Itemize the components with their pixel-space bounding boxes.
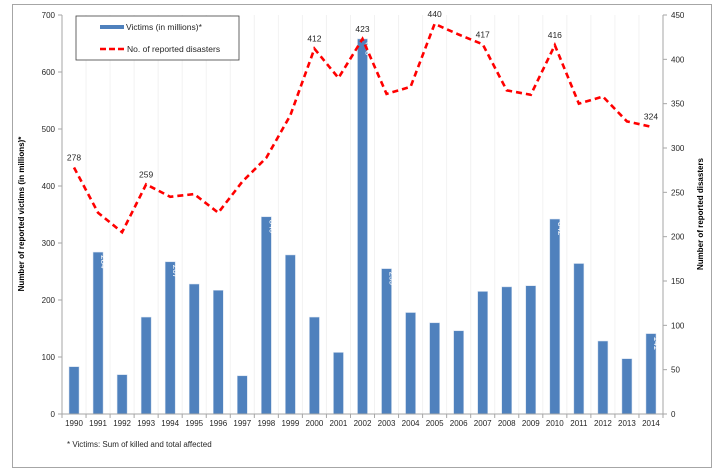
line-label-2002: 423 [355, 24, 369, 34]
line-label-2010: 416 [548, 30, 562, 40]
x-tick-label: 2010 [546, 419, 564, 428]
left-axis-ticks: 0 100 200 300 400 500 600 700 [42, 11, 62, 419]
right-tick-label: 450 [671, 11, 685, 20]
right-axis-title: Number of reported disasters [696, 157, 705, 270]
left-tick-label: 400 [42, 182, 56, 191]
x-tick-label: 1996 [209, 419, 227, 428]
left-tick-label: 500 [42, 125, 56, 134]
x-tick-label: 2011 [570, 419, 588, 428]
right-tick-label: 200 [671, 233, 685, 242]
right-tick-label: 400 [671, 55, 685, 64]
x-tick-label: 2001 [330, 419, 348, 428]
bar-1993 [140, 316, 152, 415]
bar-2012 [597, 340, 609, 415]
bar-1990 [68, 366, 80, 415]
bar-1991 [92, 251, 104, 415]
bar-series [68, 38, 657, 415]
left-axis-title: Number of reported victims (in millions)… [17, 136, 26, 292]
x-tick-label: 1992 [113, 419, 131, 428]
legend: Victims (in millions)* No. of reported d… [75, 15, 240, 61]
x-tick-label: 2007 [474, 419, 492, 428]
bar-2000 [309, 316, 320, 415]
bar-2001 [333, 352, 344, 415]
left-tick-label: 600 [42, 68, 56, 77]
x-tick-label: 2002 [354, 419, 372, 428]
x-tick-label: 2003 [378, 419, 396, 428]
bar-label-2003: 255 [388, 272, 397, 286]
bar-1995 [188, 283, 200, 415]
right-tick-label: 100 [671, 321, 685, 330]
bar-2011 [573, 263, 585, 415]
x-tick-label: 1998 [257, 419, 275, 428]
bar-2009 [525, 285, 537, 415]
line-label-1993: 259 [139, 169, 153, 179]
right-tick-label: 150 [671, 277, 685, 286]
bar-2006 [453, 330, 464, 415]
axes [61, 15, 664, 415]
bar-label-1994: 267 [171, 265, 180, 279]
x-tick-label: 2012 [594, 419, 612, 428]
bar-1997 [237, 375, 248, 415]
footnote: * Victims: Sum of killed and total affec… [67, 440, 212, 449]
left-tick-label: 700 [42, 11, 56, 20]
bar-1998 [261, 216, 272, 415]
legend-bar-swatch [100, 25, 124, 29]
legend-line-label: No. of reported disasters [127, 44, 220, 54]
right-tick-label: 350 [671, 100, 685, 109]
line-label-2014: 324 [644, 112, 658, 122]
x-tick-label: 1999 [281, 419, 299, 428]
line-data-labels: 278 259 412 423 440 417 416 324 [67, 9, 658, 179]
right-axis-ticks: 0 50 100 150 200 250 300 350 400 450 [663, 11, 685, 419]
x-tick-label: 1995 [185, 419, 203, 428]
left-tick-label: 300 [42, 239, 56, 248]
line-label-2000: 412 [307, 34, 321, 44]
x-tick-label: 2004 [402, 419, 420, 428]
bar-label-1998: 346 [267, 220, 276, 234]
bar-2003 [381, 268, 392, 415]
disasters-line [72, 22, 652, 235]
bar-2002 [357, 38, 368, 415]
x-tick-label: 2008 [498, 419, 516, 428]
x-tick-label: 2000 [306, 419, 324, 428]
line-label-2005: 440 [428, 9, 442, 19]
right-tick-label: 0 [671, 410, 676, 419]
right-tick-label: 250 [671, 188, 685, 197]
left-tick-label: 0 [51, 410, 56, 419]
bar-2013 [621, 358, 633, 415]
x-tick-label: 1991 [89, 419, 107, 428]
x-tick-label: 1990 [65, 419, 83, 428]
bar-label-1991: 284 [99, 255, 108, 269]
bar-1999 [285, 254, 296, 415]
x-tick-label: 2009 [522, 419, 540, 428]
x-tick-label: 1997 [233, 419, 251, 428]
bar-2008 [501, 286, 512, 415]
bar-2005 [429, 322, 440, 415]
legend-box [75, 15, 240, 61]
right-tick-label: 50 [671, 366, 680, 375]
vertical-gridlines [85, 15, 640, 414]
bar-label-2014: 141 [652, 337, 661, 351]
bar-1994 [164, 261, 176, 415]
bar-1992 [116, 374, 128, 415]
chart-frame [12, 4, 712, 468]
bar-2007 [477, 291, 488, 415]
x-tick-label: 2014 [642, 419, 660, 428]
bar-label-2010: 342 [556, 222, 565, 236]
left-tick-label: 200 [42, 296, 56, 305]
legend-bar-label: Victims (in millions)* [126, 22, 203, 32]
bar-2010 [549, 218, 561, 415]
bar-2004 [405, 312, 416, 415]
x-axis-ticks: 1990 1991 1992 1993 1994 1995 1996 1997 1998 1999… [61, 414, 664, 428]
x-tick-label: 1993 [137, 419, 155, 428]
left-tick-label: 100 [42, 353, 56, 362]
x-tick-label: 2006 [450, 419, 468, 428]
x-tick-label: 2013 [618, 419, 636, 428]
x-tick-label: 2005 [426, 419, 444, 428]
right-tick-label: 300 [671, 144, 685, 153]
line-label-1990: 278 [67, 153, 81, 163]
line-label-2007: 417 [476, 29, 490, 39]
bar-1996 [213, 290, 224, 415]
x-tick-label: 1994 [161, 419, 179, 428]
